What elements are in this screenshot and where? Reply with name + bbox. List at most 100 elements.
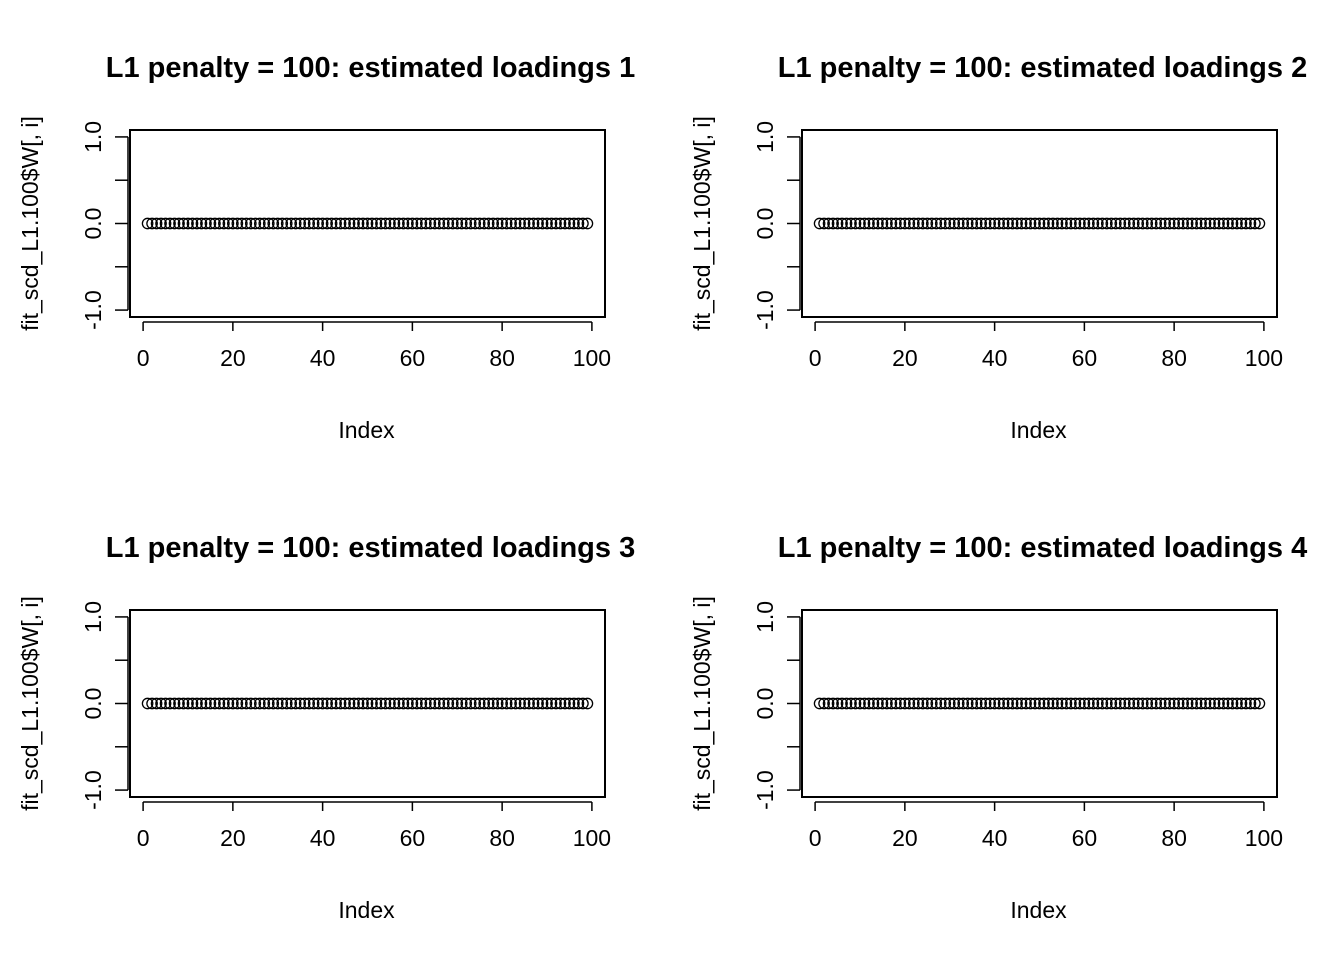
- data-point: [1109, 697, 1122, 710]
- data-point: [939, 697, 952, 710]
- data-point: [141, 697, 154, 710]
- data-point: [568, 217, 580, 230]
- data-point: [249, 697, 262, 710]
- data-point: [943, 697, 956, 710]
- data-point: [563, 697, 576, 710]
- data-point: [1015, 217, 1028, 230]
- data-point: [527, 697, 540, 710]
- data-point: [505, 697, 517, 710]
- data-point: [831, 217, 844, 230]
- x-tick-label: 0: [137, 345, 150, 371]
- x-tick-label: 100: [573, 345, 611, 371]
- panel-2: L1 penalty = 100: estimated loadings 2 0 2…: [689, 52, 1307, 443]
- data-point: [952, 217, 965, 230]
- data-point: [285, 217, 298, 230]
- panel-3: L1 penalty = 100: estimated loadings 3 0 2…: [17, 532, 635, 923]
- data-point: [1051, 217, 1064, 230]
- data-point: [433, 217, 446, 230]
- data-point: [836, 697, 848, 710]
- y-tick-label: -1.0: [80, 290, 106, 330]
- data-point: [402, 217, 414, 230]
- data-point: [446, 697, 459, 710]
- data-point: [415, 217, 428, 230]
- data-point: [173, 697, 185, 710]
- y-tick-label: 1.0: [752, 121, 778, 153]
- data-point: [984, 217, 996, 230]
- data-point: [1181, 697, 1194, 710]
- data-point: [921, 697, 934, 710]
- data-point: [339, 217, 351, 230]
- data-point: [921, 217, 934, 230]
- data-point: [827, 217, 839, 230]
- data-point: [267, 217, 280, 230]
- data-point: [442, 217, 455, 230]
- data-point: [146, 697, 158, 710]
- data-point: [952, 697, 965, 710]
- data-point: [379, 217, 392, 230]
- data-point: [831, 697, 844, 710]
- y-tick-label: 0.0: [752, 688, 778, 720]
- data-point: [186, 697, 199, 710]
- data-point: [195, 697, 208, 710]
- data-point: [227, 217, 239, 230]
- data-point: [285, 697, 298, 710]
- data-point: [1163, 697, 1176, 710]
- data-point: [168, 217, 181, 230]
- data-point: [984, 697, 996, 710]
- data-point: [267, 697, 280, 710]
- data-point: [1177, 697, 1189, 710]
- data-point: [244, 217, 257, 230]
- x-tick-label: 60: [400, 825, 426, 851]
- data-point: [469, 697, 482, 710]
- data-point: [442, 697, 455, 710]
- data-point: [164, 697, 176, 710]
- data-point: [1190, 697, 1203, 710]
- data-point: [500, 217, 513, 230]
- data-point: [854, 217, 866, 230]
- panel-title: L1 penalty = 100: estimated loadings 2: [778, 52, 1307, 84]
- data-point: [1222, 697, 1234, 710]
- x-tick-label: 100: [573, 825, 611, 851]
- data-point: [361, 697, 374, 710]
- y-axis-label: fit_scd_L1.100$W[, i]: [17, 116, 43, 331]
- data-point: [428, 697, 441, 710]
- data-point: [1159, 217, 1172, 230]
- x-tick-label: 80: [489, 825, 515, 851]
- data-point: [303, 217, 316, 230]
- data-point: [1136, 217, 1149, 230]
- data-point: [1213, 217, 1225, 230]
- data-point: [339, 697, 351, 710]
- data-point: [240, 217, 253, 230]
- data-point: [840, 217, 853, 230]
- data-point: [890, 217, 902, 230]
- data-point: [885, 697, 898, 710]
- data-point: [195, 217, 208, 230]
- data-point: [1047, 217, 1059, 230]
- panel-1: L1 penalty = 100: estimated loadings 1 0 2…: [17, 52, 635, 443]
- data-point: [885, 217, 898, 230]
- data-point: [141, 217, 154, 230]
- data-point: [379, 697, 392, 710]
- data-point: [1141, 217, 1154, 230]
- y-tick-label: 0.0: [752, 208, 778, 240]
- data-point: [536, 697, 549, 710]
- data-point: [536, 217, 549, 230]
- data-point: [1069, 697, 1082, 710]
- data-point: [168, 697, 181, 710]
- data-point: [894, 697, 907, 710]
- data-point: [822, 697, 835, 710]
- data-point: [478, 697, 491, 710]
- data-point: [258, 697, 271, 710]
- data-point: [1123, 697, 1136, 710]
- data-point: [235, 697, 248, 710]
- data-point: [316, 217, 329, 230]
- data-point: [1132, 697, 1145, 710]
- data-point: [280, 697, 293, 710]
- data-point: [173, 217, 185, 230]
- data-point: [966, 217, 979, 230]
- data-point: [997, 697, 1010, 710]
- data-point: [1038, 697, 1050, 710]
- data-point: [298, 697, 311, 710]
- data-point: [509, 217, 522, 230]
- data-point: [894, 217, 907, 230]
